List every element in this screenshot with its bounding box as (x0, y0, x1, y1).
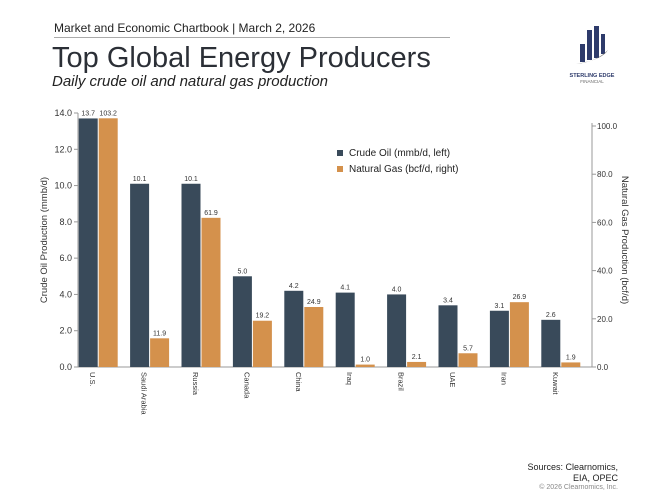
left-tick-label: 2.0 (59, 326, 72, 336)
gas-bar (458, 353, 478, 367)
copyright: © 2026 Clearnomics, Inc. (539, 484, 618, 491)
logo-bars-icon (576, 26, 608, 64)
x-tick-label: Canada (242, 372, 251, 399)
right-tick-label: 80.0 (597, 170, 613, 179)
left-tick-label: 8.0 (59, 217, 72, 227)
oil-bar (181, 183, 201, 367)
x-tick-label: UAE (448, 372, 457, 387)
gas-bar (304, 306, 324, 367)
oil-bar (335, 292, 355, 367)
oil-data-label: 5.0 (238, 268, 248, 275)
page-subtitle: Daily crude oil and natural gas producti… (52, 73, 328, 90)
gas-bar (150, 338, 170, 367)
gas-data-label: 19.2 (256, 313, 270, 320)
gas-data-label: 1.0 (360, 357, 370, 364)
legend-label: Natural Gas (bcf/d, right) (349, 164, 458, 175)
left-tick-label: 4.0 (59, 289, 72, 299)
gas-data-label: 1.9 (566, 354, 576, 361)
sources-line-1: Sources: Clearnomics, (527, 462, 618, 472)
gas-data-label: 61.9 (204, 210, 218, 217)
gas-data-label: 5.7 (463, 345, 473, 352)
left-tick-label: 14.0 (54, 108, 72, 118)
right-tick-label: 100.0 (597, 122, 618, 131)
oil-bar (232, 276, 252, 367)
x-tick-label: Kuwait (551, 372, 560, 395)
chartbook-header: Market and Economic Chartbook | March 2,… (54, 21, 316, 35)
sources-line-2: EIA, OPEC (572, 473, 618, 483)
x-tick-label: Russia (191, 372, 200, 396)
gas-bar (561, 362, 581, 367)
oil-data-label: 4.1 (340, 285, 350, 292)
gas-data-label: 2.1 (412, 354, 422, 361)
oil-bar (489, 310, 509, 367)
oil-bar (541, 319, 561, 367)
x-tick-label: China (294, 372, 303, 392)
oil-bar (78, 118, 98, 367)
gas-data-label: 24.9 (307, 299, 321, 306)
page-title: Top Global Energy Producers (52, 42, 431, 74)
gas-data-label: 103.2 (99, 110, 117, 117)
oil-data-label: 2.6 (546, 312, 556, 319)
y-axis-title: Crude Oil Production (mmb/d) (39, 177, 50, 303)
gas-data-label: 11.9 (153, 330, 166, 337)
oil-data-label: 10.1 (133, 176, 147, 183)
right-tick-label: 60.0 (597, 218, 613, 227)
x-tick-label: U.S. (88, 372, 97, 387)
x-tick-label: Saudi Arabia (140, 372, 149, 415)
oil-bar (284, 290, 304, 367)
left-tick-label: 12.0 (54, 144, 72, 154)
gas-bar (407, 361, 427, 367)
gas-bar (355, 364, 375, 367)
oil-data-label: 10.1 (184, 176, 198, 183)
oil-data-label: 3.1 (495, 303, 505, 310)
logo-sub: FINANCIAL (580, 79, 604, 84)
gas-data-label: 26.9 (513, 294, 527, 301)
right-tick-label: 20.0 (597, 315, 613, 324)
left-tick-label: 6.0 (59, 253, 72, 263)
oil-bar (130, 183, 150, 367)
oil-data-label: 4.2 (289, 283, 299, 290)
gas-bar (201, 217, 221, 367)
oil-bar (438, 305, 458, 367)
gas-bar (98, 118, 118, 368)
gas-bar (509, 302, 529, 367)
legend-swatch (337, 166, 343, 172)
logo-name: STERLING EDGE (569, 73, 615, 79)
right-tick-label: 40.0 (597, 267, 613, 276)
y2-axis-title: Natural Gas Production (bcf/d) (619, 176, 630, 304)
left-tick-label: 10.0 (54, 181, 72, 191)
legend-label: Crude Oil (mmb/d, left) (349, 148, 450, 159)
x-tick-label: Iran (499, 372, 508, 385)
gas-bar (252, 320, 272, 367)
x-tick-label: Brazil (397, 372, 406, 391)
legend-swatch (337, 150, 343, 156)
left-tick-label: 0.0 (59, 362, 72, 372)
right-tick-label: 0.0 (597, 363, 609, 372)
sources: Sources: Clearnomics, EIA, OPEC (527, 462, 618, 484)
company-logo: STERLING EDGE FINANCIAL (566, 24, 618, 84)
x-tick-label: Iraq (345, 372, 354, 385)
oil-data-label: 3.4 (443, 297, 453, 304)
oil-data-label: 13.7 (81, 110, 95, 117)
oil-bar (387, 294, 407, 367)
oil-data-label: 4.0 (392, 286, 402, 293)
header-divider (54, 37, 450, 38)
